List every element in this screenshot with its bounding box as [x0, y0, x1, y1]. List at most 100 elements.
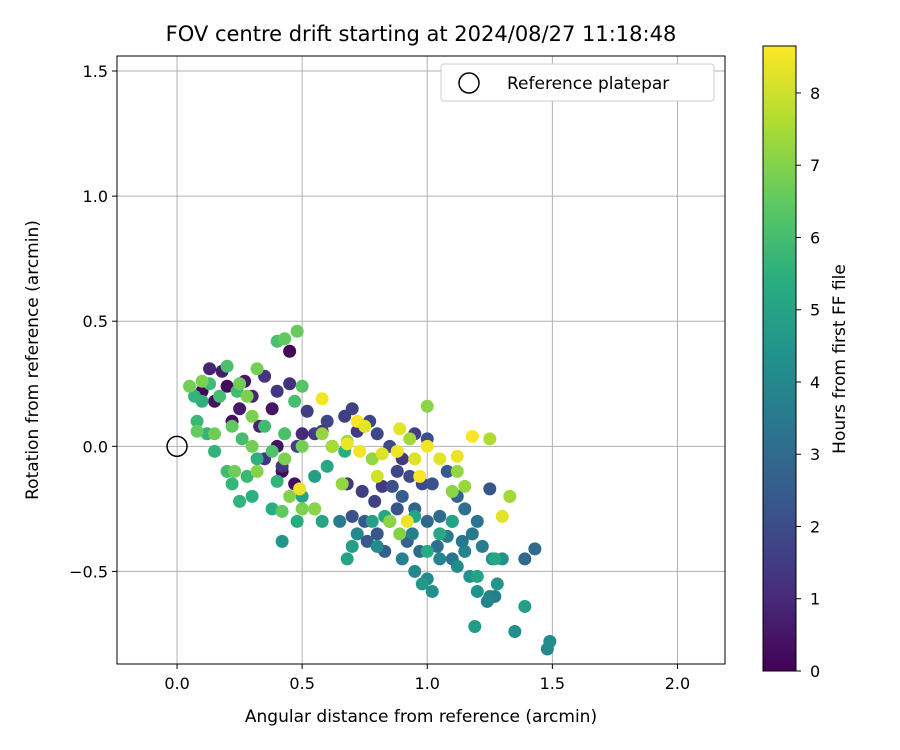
data-point — [415, 577, 429, 591]
data-point — [390, 464, 404, 478]
data-point — [408, 452, 422, 466]
data-point — [360, 534, 374, 548]
data-point — [355, 484, 369, 498]
data-point — [283, 377, 297, 391]
data-point — [220, 379, 234, 393]
data-point — [468, 619, 482, 633]
x-tick-label: 2.0 — [665, 674, 690, 693]
data-point — [228, 464, 242, 478]
data-point — [370, 427, 384, 441]
data-point — [483, 432, 497, 446]
data-point — [503, 489, 517, 503]
data-point — [393, 527, 407, 541]
data-point — [345, 402, 359, 416]
data-point — [420, 439, 434, 453]
data-point — [383, 514, 397, 528]
data-point — [490, 577, 504, 591]
data-point — [430, 539, 444, 553]
data-point — [258, 419, 272, 433]
data-point — [320, 414, 334, 428]
colorbar-tick-label: 6 — [810, 228, 820, 247]
x-axis-ticks: 0.0 0.5 1.0 1.5 2.0 — [164, 664, 690, 693]
data-point — [433, 452, 447, 466]
data-point — [270, 474, 284, 488]
data-point — [408, 564, 422, 578]
data-point — [413, 469, 427, 483]
data-point — [275, 504, 289, 518]
data-point — [315, 514, 329, 528]
y-tick-label: 1.5 — [83, 62, 108, 81]
data-point — [420, 544, 434, 558]
data-point — [518, 552, 532, 566]
data-point — [450, 464, 464, 478]
data-point — [213, 389, 227, 403]
data-point — [475, 539, 489, 553]
data-point — [245, 489, 259, 503]
data-point — [265, 502, 279, 516]
y-tick-label: 0.0 — [83, 437, 108, 456]
data-point — [340, 552, 354, 566]
data-point — [283, 489, 297, 503]
data-point — [470, 569, 484, 583]
data-point — [543, 634, 557, 648]
data-point — [240, 469, 254, 483]
data-point — [233, 402, 247, 416]
data-point — [365, 514, 379, 528]
data-point — [340, 437, 354, 451]
data-point — [375, 447, 389, 461]
data-point — [300, 404, 314, 418]
data-point — [233, 494, 247, 508]
colorbar-tick-label: 5 — [810, 301, 820, 320]
data-point — [445, 514, 459, 528]
plot-frame — [116, 55, 726, 665]
data-point — [365, 452, 379, 466]
data-point — [295, 502, 309, 516]
data-point — [425, 477, 439, 491]
data-point — [403, 469, 417, 483]
data-point — [335, 477, 349, 491]
data-point — [375, 479, 389, 493]
data-point — [433, 552, 447, 566]
y-tick-label: −0.5 — [69, 562, 108, 581]
data-point — [358, 419, 372, 433]
colorbar-gradient — [762, 45, 797, 672]
colorbar: 0 1 2 3 4 5 6 7 8 Hours from first FF file — [762, 45, 850, 681]
colorbar-ticks: 0 1 2 3 4 5 6 7 8 — [796, 84, 820, 681]
data-point — [250, 464, 264, 478]
data-point — [295, 439, 309, 453]
data-point — [235, 432, 249, 446]
data-point — [278, 332, 292, 346]
data-point — [393, 422, 407, 436]
data-point — [250, 362, 264, 376]
data-point — [315, 392, 329, 406]
data-point — [420, 399, 434, 413]
data-point — [278, 452, 292, 466]
data-point — [345, 509, 359, 523]
y-tick-label: 0.5 — [83, 312, 108, 331]
data-point — [400, 514, 414, 528]
data-point — [450, 449, 464, 463]
y-axis-ticks: −0.5 0.0 0.5 1.0 1.5 — [69, 62, 117, 581]
legend-label: Reference platepar — [507, 74, 669, 94]
data-point — [420, 514, 434, 528]
data-point — [275, 534, 289, 548]
data-point — [225, 477, 239, 491]
data-point — [455, 534, 469, 548]
data-point — [190, 414, 204, 428]
colorbar-tick-label: 3 — [810, 445, 820, 464]
y-axis-label: Rotation from reference (arcmin) — [23, 220, 43, 500]
x-tick-label: 1.0 — [415, 674, 440, 693]
data-point — [270, 384, 284, 398]
data-point — [403, 432, 417, 446]
data-point — [470, 584, 484, 598]
data-point — [203, 362, 217, 376]
data-point — [333, 514, 347, 528]
data-point — [265, 444, 279, 458]
legend-marker-icon — [458, 72, 480, 94]
data-point — [195, 374, 209, 388]
data-point — [458, 544, 472, 558]
data-point — [188, 389, 202, 403]
colorbar-tick-label: 0 — [810, 662, 820, 681]
data-point — [345, 539, 359, 553]
data-point — [370, 469, 384, 483]
